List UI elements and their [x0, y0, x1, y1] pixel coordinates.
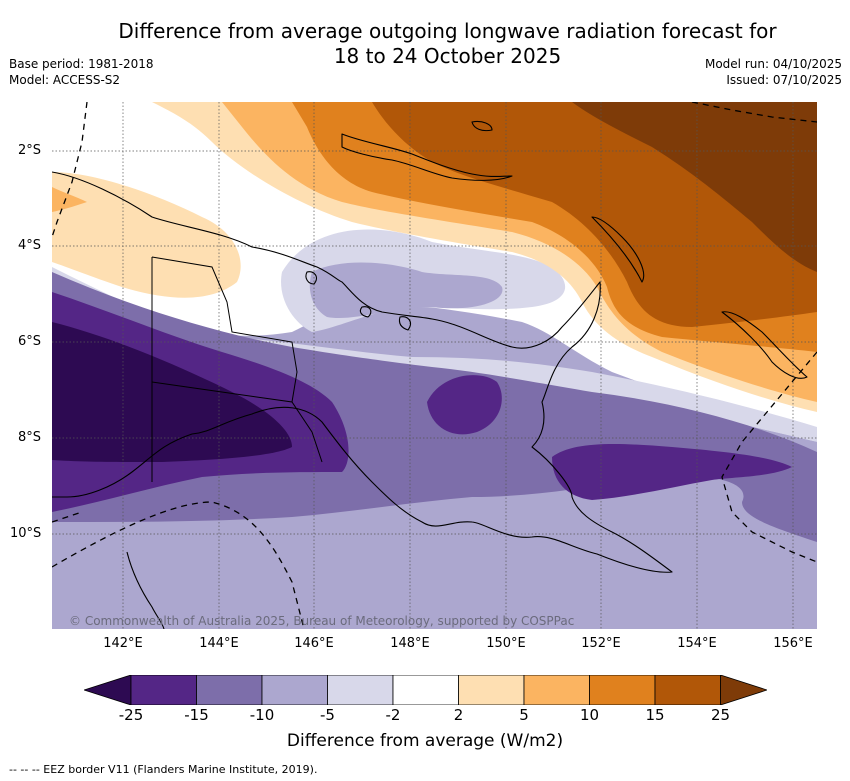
cape-york	[126, 551, 165, 629]
eez-ne	[691, 102, 817, 123]
lat-label-10s: 10°S	[10, 526, 42, 541]
colorbar-tick: 5	[519, 706, 529, 724]
colorbar-segment	[458, 675, 525, 705]
small-island-3	[398, 316, 411, 331]
colorbar-tick: 10	[579, 706, 600, 724]
borders	[151, 256, 323, 482]
eez-south	[52, 501, 305, 629]
lat-label-6s: 6°S	[18, 334, 42, 349]
colorbar-tick: 2	[453, 706, 464, 724]
band-plus2-west	[52, 172, 241, 298]
band-plus25	[572, 102, 817, 272]
title-line-2: 18 to 24 October 2025	[333, 44, 562, 68]
colorbar	[84, 675, 767, 705]
bougainville	[721, 311, 808, 379]
lon-label-142e: 142°E	[103, 636, 143, 651]
band-minus15-center	[427, 375, 502, 435]
small-island-2	[359, 306, 372, 318]
eez-footnote: -- -- -- EEZ border V11 (Flanders Marine…	[9, 763, 318, 776]
colorbar-segment	[327, 675, 394, 705]
coastlines	[52, 120, 808, 629]
colorbar-tick: -10	[249, 706, 275, 724]
copyright-notice: © Commonwealth of Australia 2025, Bureau…	[69, 614, 575, 628]
bismarck-island	[341, 133, 513, 181]
lon-label-156e: 156°E	[773, 636, 813, 651]
band-minus5-a	[309, 262, 503, 319]
base-period: Base period: 1981-2018	[9, 57, 154, 71]
colorbar-extend-high	[720, 675, 767, 705]
colorbar-segment	[261, 675, 328, 705]
lon-label-154e: 154°E	[677, 636, 717, 651]
lon-label-146e: 146°E	[294, 636, 334, 651]
colorbar-tick: -2	[385, 706, 401, 724]
lon-label-148e: 148°E	[390, 636, 430, 651]
band-minus25	[52, 322, 292, 462]
colorbar-segment	[589, 675, 656, 705]
model-run: Model run: 04/10/2025	[704, 57, 842, 71]
colorbar-segment	[196, 675, 263, 705]
colorbar-tick: -5	[320, 706, 335, 724]
new-guinea-coast	[52, 171, 673, 573]
colorbar-tick: 25	[710, 706, 731, 724]
graticule	[52, 102, 817, 629]
colorbar-tick: 15	[645, 706, 665, 724]
colorbar-extend-low	[84, 675, 132, 705]
inner-border-1	[151, 256, 298, 403]
eez-lines	[52, 102, 817, 629]
issued-date: Issued: 07/10/2025	[726, 73, 842, 87]
colorbar-segment	[130, 675, 197, 705]
lon-label-152e: 152°E	[581, 636, 621, 651]
meta-right: Model run: 04/10/2025 Issued: 07/10/2025	[705, 56, 842, 88]
model-name: Model: ACCESS-S2	[9, 73, 121, 87]
colorbar-segment	[654, 675, 721, 705]
meta-left: Base period: 1981-2018 Model: ACCESS-S2	[9, 56, 154, 88]
eez-sw	[52, 511, 83, 523]
colorbar-segment	[523, 675, 590, 705]
colorbar-segment	[392, 675, 459, 705]
map-title: Difference from average outgoing longwav…	[60, 19, 835, 69]
colorbar-tick: -15	[184, 706, 209, 724]
lat-label-8s: 8°S	[18, 430, 42, 445]
colorbar-title: Difference from average (W/m2)	[286, 731, 564, 751]
colorbar-tick: -25	[118, 706, 144, 724]
eez-east	[721, 351, 817, 563]
inner-border-2	[151, 381, 323, 463]
lat-label-4s: 4°S	[18, 238, 42, 253]
title-line-1: Difference from average outgoing longwav…	[118, 19, 777, 43]
olr-anomaly-map	[52, 102, 817, 629]
band-plus5-west	[52, 187, 87, 212]
band-minus15-east	[552, 444, 792, 500]
lat-label-2s: 2°S	[18, 143, 42, 158]
eez-west	[52, 102, 88, 238]
lon-label-144e: 144°E	[199, 636, 239, 651]
small-island-1	[305, 271, 317, 285]
new-ireland	[591, 216, 645, 283]
lon-label-150e: 150°E	[486, 636, 526, 651]
manus	[471, 120, 493, 132]
